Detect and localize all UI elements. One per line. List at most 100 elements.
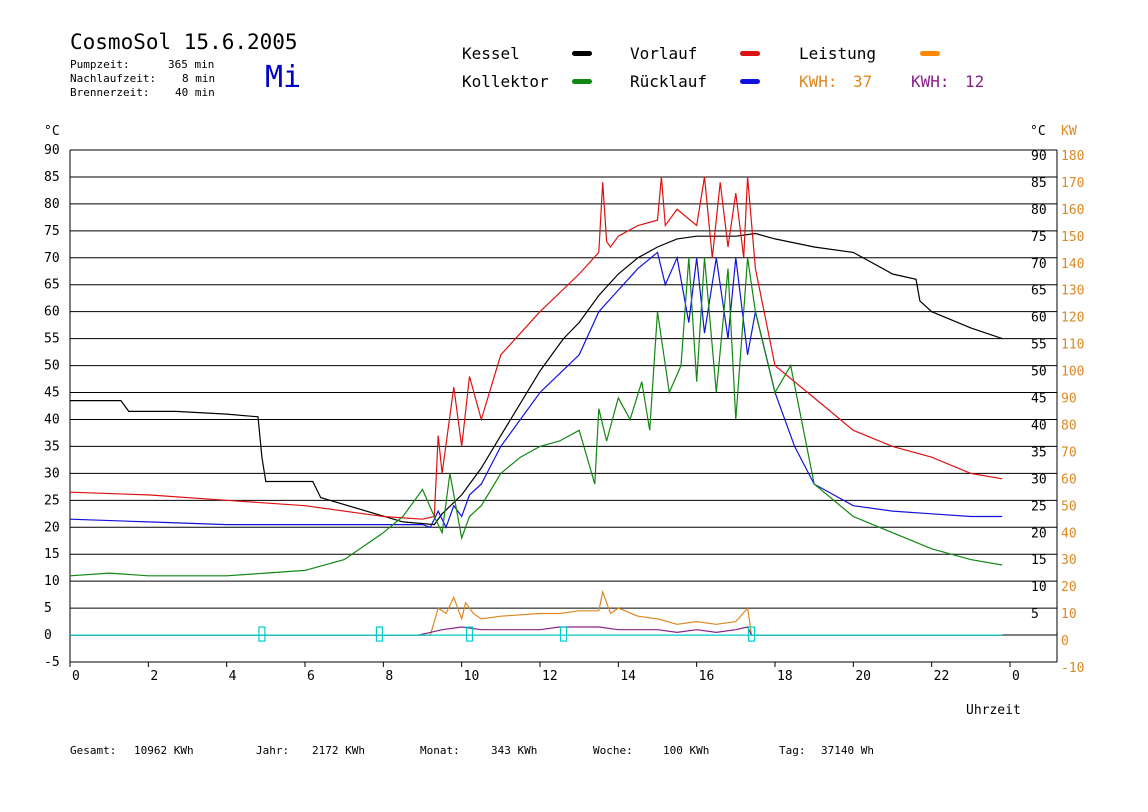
legend-kessel-label: Kessel bbox=[462, 44, 520, 63]
y-tick-kw: 110 bbox=[1061, 338, 1084, 353]
y-tick-kw: 40 bbox=[1061, 526, 1077, 541]
series-lines bbox=[69, 176, 1003, 636]
y-tick-kw: 160 bbox=[1061, 203, 1084, 218]
footer-jahr-label: Jahr: bbox=[256, 744, 290, 757]
footer-monat-value: 343 KWh bbox=[491, 744, 538, 757]
pump-marker bbox=[258, 626, 266, 642]
y-tick-left: 55 bbox=[44, 332, 60, 347]
y-tick-kw: 80 bbox=[1061, 418, 1077, 433]
y-tick-right: 5 bbox=[1031, 607, 1039, 622]
x-tick-label: 0 bbox=[72, 669, 80, 684]
footer-gesamt-value: 10962 KWh bbox=[134, 744, 194, 757]
legend-ruecklauf-label: Rücklauf bbox=[630, 72, 708, 91]
y-tick-left: 20 bbox=[44, 520, 60, 535]
series-kessel bbox=[70, 232, 1003, 526]
x-tick-label: 0 bbox=[1012, 669, 1020, 684]
y-tick-kw: 120 bbox=[1061, 311, 1084, 326]
x-tick-label: 22 bbox=[934, 669, 950, 684]
x-tick-label: 14 bbox=[620, 669, 636, 684]
y-tick-right: 80 bbox=[1031, 203, 1047, 218]
info-brennerzeit-label: Brennerzeit: bbox=[70, 86, 150, 99]
legend-vorlauf-swatch bbox=[740, 51, 760, 56]
footer-woche-label: Woche: bbox=[593, 744, 633, 757]
legend-leistung-label: Leistung bbox=[799, 44, 877, 63]
legend-leistung-swatch bbox=[920, 51, 940, 56]
legend-kollektor-label: Kollektor bbox=[462, 72, 549, 91]
x-tick-label: 8 bbox=[385, 669, 393, 684]
y-tick-kw: 0 bbox=[1061, 634, 1069, 649]
legend-ruecklauf-swatch bbox=[740, 79, 760, 84]
y-tick-kw: 30 bbox=[1061, 553, 1077, 568]
y-tick-left: 80 bbox=[44, 197, 60, 212]
y-tick-right: 45 bbox=[1031, 392, 1047, 407]
y-tick-right: 35 bbox=[1031, 445, 1047, 460]
y-axis-left-unit: °C bbox=[44, 124, 60, 139]
y-tick-kw: 10 bbox=[1061, 607, 1077, 622]
weekday-label: Mi bbox=[265, 60, 302, 95]
grid-lines bbox=[69, 149, 1058, 663]
y-tick-kw: 140 bbox=[1061, 257, 1084, 272]
y-tick-kw: 20 bbox=[1061, 580, 1077, 595]
y-tick-left: 65 bbox=[44, 278, 60, 293]
y-tick-left: 25 bbox=[44, 493, 60, 508]
axis-ticks: 908580757065605550454035302520151050-590… bbox=[44, 143, 1084, 684]
series-vorlauf bbox=[69, 176, 1003, 520]
y-tick-left: 30 bbox=[44, 466, 60, 481]
y-tick-kw: 130 bbox=[1061, 284, 1084, 299]
x-tick-label: 2 bbox=[150, 669, 158, 684]
legend-kwh1-value: 37 bbox=[853, 72, 873, 91]
y-tick-right: 85 bbox=[1031, 176, 1047, 191]
y-tick-right: 30 bbox=[1031, 472, 1047, 487]
y-tick-kw: -10 bbox=[1061, 661, 1084, 676]
y-tick-left: 15 bbox=[44, 547, 60, 562]
series-r-cklauf bbox=[69, 251, 1003, 529]
y-tick-kw: 50 bbox=[1061, 499, 1077, 514]
pump-marker bbox=[747, 626, 756, 642]
y-tick-left: 85 bbox=[44, 170, 60, 185]
info-brennerzeit-value: 40 min bbox=[175, 86, 215, 99]
pump-marker bbox=[465, 626, 474, 642]
y-tick-kw: 180 bbox=[1061, 149, 1084, 164]
x-tick-label: 4 bbox=[229, 669, 237, 684]
y-tick-right: 60 bbox=[1031, 311, 1047, 326]
y-axis-right-unit: °C bbox=[1030, 124, 1046, 139]
info-pumpzeit-label: Pumpzeit: bbox=[70, 58, 130, 71]
legend-kessel-swatch bbox=[572, 51, 592, 56]
y-tick-kw: 150 bbox=[1061, 230, 1084, 245]
y-tick-kw: 60 bbox=[1061, 472, 1077, 487]
y-tick-kw: 90 bbox=[1061, 392, 1077, 407]
x-axis-label: Uhrzeit bbox=[966, 703, 1021, 718]
pump-marker bbox=[559, 626, 568, 642]
legend-kwh1-label: KWH: bbox=[799, 72, 838, 91]
y-tick-kw: 70 bbox=[1061, 445, 1077, 460]
y-tick-left: 10 bbox=[44, 574, 60, 589]
chart-title: CosmoSol 15.6.2005 bbox=[70, 30, 298, 54]
legend-kwh2-value: 12 bbox=[965, 72, 985, 91]
y-tick-right: 90 bbox=[1031, 149, 1047, 164]
x-tick-label: 6 bbox=[307, 669, 315, 684]
y-tick-left: 0 bbox=[44, 628, 52, 643]
x-tick-label: 18 bbox=[777, 669, 793, 684]
y-tick-left: 45 bbox=[44, 386, 60, 401]
footer-monat-label: Monat: bbox=[420, 744, 460, 757]
info-nachlaufzeit-label: Nachlaufzeit: bbox=[70, 72, 157, 85]
x-tick-label: 10 bbox=[464, 669, 480, 684]
y-tick-left: 50 bbox=[44, 359, 60, 374]
y-tick-right: 65 bbox=[1031, 284, 1047, 299]
x-tick-label: 12 bbox=[542, 669, 558, 684]
footer-woche-value: 100 KWh bbox=[663, 744, 710, 757]
x-tick-label: 16 bbox=[699, 669, 715, 684]
y-tick-right: 75 bbox=[1031, 230, 1047, 245]
y-tick-kw: 170 bbox=[1061, 176, 1084, 191]
y-tick-left: 40 bbox=[44, 412, 60, 427]
pump-marker bbox=[375, 626, 384, 642]
footer-gesamt-label: Gesamt: bbox=[70, 744, 117, 757]
info-nachlaufzeit-value: 8 min bbox=[182, 72, 216, 85]
legend-vorlauf-label: Vorlauf bbox=[630, 44, 698, 63]
series-leistung2 bbox=[70, 626, 1003, 636]
series-kollektor bbox=[69, 257, 1003, 577]
footer-tag-value: 37140 Wh bbox=[821, 744, 874, 757]
x-tick-label: 20 bbox=[855, 669, 871, 684]
y-tick-right: 55 bbox=[1031, 338, 1047, 353]
